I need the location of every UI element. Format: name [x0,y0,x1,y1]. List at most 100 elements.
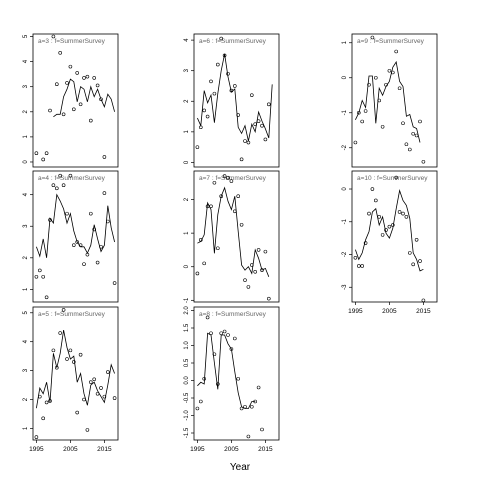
observed-point [92,377,96,382]
observed-point [380,233,385,237]
observed-point [373,198,378,203]
y-tick-label: 1 [23,287,29,291]
observed-point [397,86,402,91]
observed-point [89,380,93,384]
observed-point [407,251,412,255]
observed-point [233,336,237,341]
panel-2: a=4 : f=SummerSurvey 1 2 3 4 [23,170,119,303]
observed-point [390,70,395,75]
y-tick-label: -1 [342,109,348,115]
observed-point [61,308,66,312]
y-tick-label: -2 [342,144,348,150]
observed-point [72,243,76,247]
observed-point [195,406,200,411]
y-tick-label: 4 [23,192,29,196]
observed-point [44,295,49,300]
observed-point [222,53,227,58]
observed-point [205,315,210,320]
panel-frame [193,170,280,303]
observed-point [263,249,268,254]
observed-point [260,268,264,272]
observed-point [229,179,234,183]
observed-point [243,278,247,282]
observed-point [229,347,234,351]
x-axis-title: Year [230,462,251,473]
y-tick-label: 3 [184,68,190,72]
observed-point [384,228,388,232]
observed-point [356,264,361,268]
panel-7: a=9 : f=SummerSurvey -2 -1 0 1 [342,33,438,168]
observed-point [367,82,371,87]
observed-point [253,269,257,274]
observed-point [222,329,227,334]
y-tick-label: -1.0 [184,410,190,421]
panel-title: a=9 : f=SummerSurvey [357,38,425,45]
y-tick-label: 2 [23,397,29,401]
fitted-line [53,78,115,118]
observed-point [102,394,107,399]
observed-point [34,435,39,439]
observed-point [421,298,426,303]
y-tick-label: 0.0 [184,376,190,385]
observed-point [360,119,365,124]
panel-8: a=10 : f=SummerSurvey -3 -2 -1 0 1995 2005 2015 [342,170,438,315]
observed-point [394,175,399,180]
y-tick-label: 5 [23,34,29,38]
observed-point [75,71,79,75]
observed-point [99,244,103,249]
panel-title: a=5 : f=SummerSurvey [38,311,106,318]
observed-point [212,352,217,357]
panel-frame [32,170,119,303]
y-tick-label: 3 [23,368,29,372]
observed-point [58,331,63,335]
observed-point [75,410,79,415]
panel-title: a=10 : f=SummerSurvey [357,175,428,182]
observed-point [205,114,210,119]
observed-point [199,125,203,130]
observed-point [356,110,361,115]
observed-point [95,260,100,265]
y-tick-label: 4 [184,38,190,42]
y-tick-label: 2.0 [184,306,190,315]
observed-point [226,71,230,76]
observed-point [222,174,227,178]
observed-point [82,262,86,266]
y-tick-label: 0 [23,160,29,164]
observed-point [256,385,261,390]
observed-point [236,113,240,117]
observed-point [418,119,422,124]
observed-point [72,107,76,112]
observed-point [195,271,200,276]
panel-5: a=7 : f=SummerSurvey -1 0 1 2 [184,170,280,303]
observed-point [239,157,244,162]
y-tick-label: 5 [23,310,29,314]
observed-point [260,427,264,432]
observed-point [216,382,220,386]
observed-point [243,404,247,409]
observed-point [199,238,203,242]
observed-point [65,81,69,85]
observed-point [61,183,66,188]
observed-point [41,274,46,279]
observed-point [256,248,261,252]
observed-point [78,243,83,247]
observed-point [246,285,251,289]
observed-point [421,159,426,164]
y-tick-label: -2 [342,251,348,257]
observed-point [85,252,90,257]
observed-point [243,139,247,143]
y-tick-label: 1 [184,231,190,235]
observed-point [353,140,358,145]
y-tick-label: 2 [184,197,190,201]
x-tick-label: 2015 [416,308,431,315]
observed-point [414,237,419,242]
observed-point [401,211,405,216]
y-tick-label: 0 [184,264,190,268]
observed-point [373,75,378,80]
observed-point [61,112,66,117]
fitted-line [197,53,273,142]
observed-point [99,386,103,390]
y-tick-label: 0 [184,160,190,164]
panel-4: a=6 : f=SummerSurvey 0 1 2 3 4 [184,33,280,168]
